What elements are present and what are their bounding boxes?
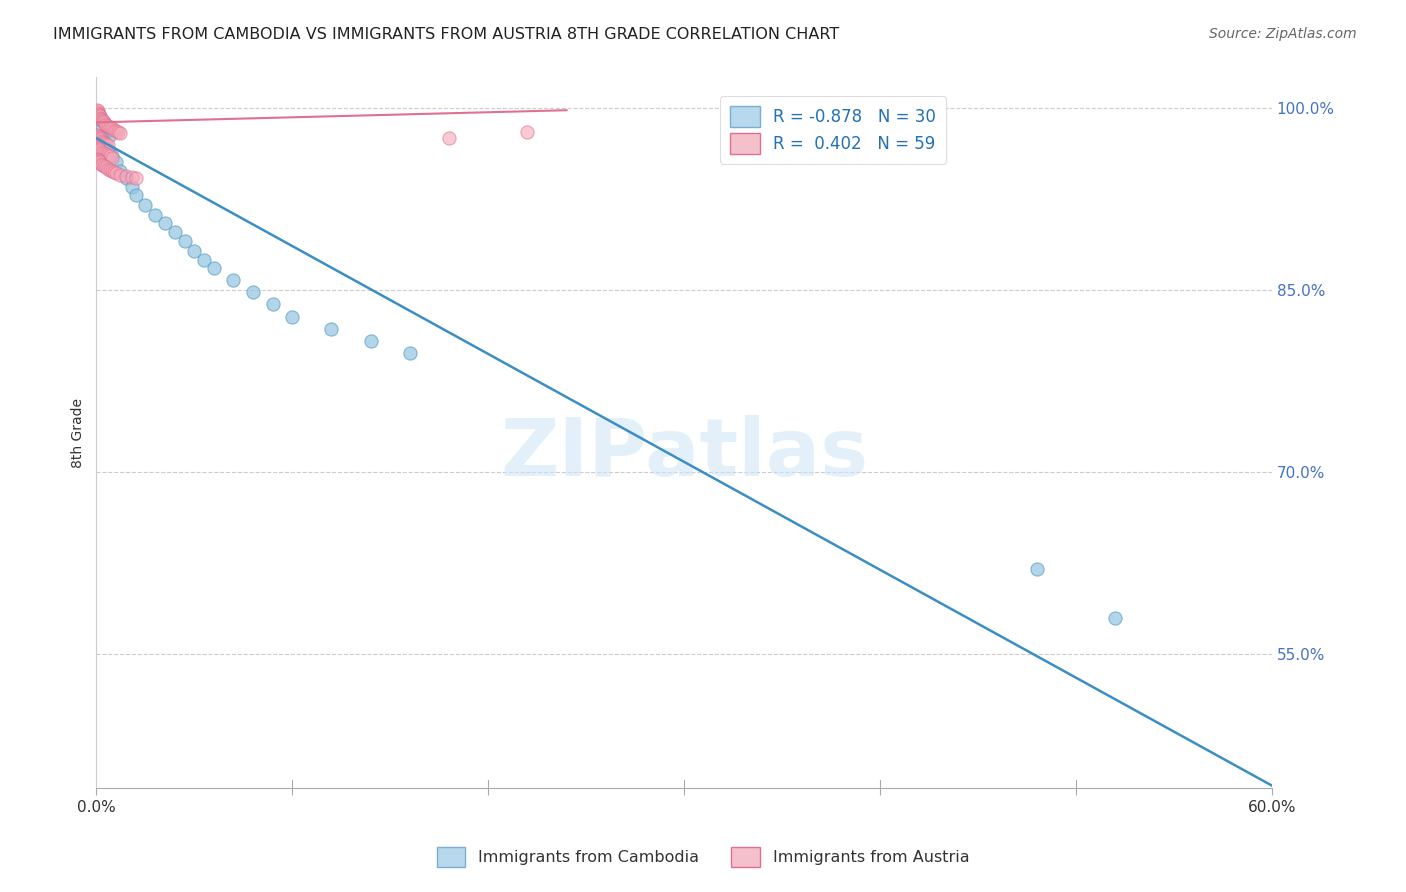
Point bbox=[163, 225, 186, 239]
Point bbox=[90, 156, 112, 170]
Point bbox=[87, 142, 110, 156]
Point bbox=[91, 135, 114, 149]
Point bbox=[98, 120, 121, 135]
Point bbox=[94, 117, 117, 131]
Legend: R = -0.878   N = 30, R =  0.402   N = 59: R = -0.878 N = 30, R = 0.402 N = 59 bbox=[720, 96, 946, 164]
Point bbox=[91, 158, 114, 172]
Point bbox=[98, 149, 121, 163]
Point bbox=[87, 128, 110, 143]
Point bbox=[121, 179, 143, 194]
Point bbox=[90, 132, 112, 146]
Point bbox=[101, 164, 124, 178]
Point bbox=[104, 166, 127, 180]
Point bbox=[437, 131, 460, 145]
Point bbox=[93, 136, 115, 150]
Point bbox=[108, 164, 131, 178]
Point bbox=[86, 128, 108, 142]
Point bbox=[87, 105, 110, 120]
Point bbox=[134, 198, 156, 212]
Point bbox=[90, 112, 112, 126]
Point bbox=[173, 235, 195, 249]
Legend: Immigrants from Cambodia, Immigrants from Austria: Immigrants from Cambodia, Immigrants fro… bbox=[430, 841, 976, 873]
Point bbox=[87, 154, 110, 169]
Point bbox=[101, 121, 124, 136]
Point bbox=[94, 125, 117, 139]
Point bbox=[93, 115, 115, 129]
Point bbox=[87, 107, 110, 121]
Point bbox=[86, 103, 108, 118]
Point bbox=[91, 134, 114, 148]
Point bbox=[93, 145, 115, 160]
Point bbox=[321, 322, 343, 336]
Point bbox=[93, 159, 115, 173]
Point bbox=[398, 346, 420, 360]
Point bbox=[87, 139, 110, 153]
Point bbox=[87, 141, 110, 155]
Point bbox=[193, 252, 215, 267]
Point bbox=[89, 143, 111, 157]
Point bbox=[86, 152, 108, 166]
Point bbox=[97, 143, 120, 157]
Point bbox=[104, 124, 127, 138]
Point bbox=[124, 171, 146, 186]
Point bbox=[114, 171, 136, 186]
Point bbox=[108, 126, 131, 140]
Point bbox=[183, 244, 205, 258]
Point bbox=[104, 155, 127, 169]
Point bbox=[89, 111, 111, 125]
Text: ZIPatlas: ZIPatlas bbox=[501, 415, 869, 493]
Point bbox=[121, 169, 143, 184]
Point bbox=[101, 151, 124, 165]
Point bbox=[94, 161, 117, 175]
Point bbox=[98, 128, 121, 142]
Point bbox=[87, 153, 110, 167]
Point bbox=[516, 125, 538, 139]
Point bbox=[281, 310, 304, 324]
Point bbox=[93, 137, 115, 152]
Point bbox=[153, 216, 176, 230]
Point bbox=[101, 149, 124, 163]
Point bbox=[98, 162, 121, 177]
Point bbox=[242, 285, 264, 300]
Y-axis label: 8th Grade: 8th Grade bbox=[72, 398, 86, 467]
Point bbox=[114, 169, 136, 183]
Point bbox=[97, 161, 120, 176]
Point bbox=[103, 122, 125, 136]
Point bbox=[97, 148, 120, 162]
Point bbox=[222, 273, 245, 287]
Point bbox=[94, 118, 117, 132]
Point bbox=[91, 145, 114, 159]
Point bbox=[107, 125, 129, 139]
Point bbox=[89, 112, 111, 127]
Point bbox=[1104, 611, 1126, 625]
Point bbox=[94, 137, 117, 152]
Point bbox=[89, 108, 111, 122]
Point bbox=[108, 168, 131, 182]
Point bbox=[143, 208, 166, 222]
Point bbox=[97, 138, 120, 153]
Point bbox=[97, 119, 120, 133]
Text: Source: ZipAtlas.com: Source: ZipAtlas.com bbox=[1209, 27, 1357, 41]
Point bbox=[91, 112, 114, 127]
Point bbox=[91, 131, 114, 145]
Point bbox=[262, 297, 284, 311]
Point bbox=[91, 119, 114, 133]
Point bbox=[89, 109, 111, 123]
Point bbox=[103, 165, 125, 179]
Point bbox=[94, 147, 117, 161]
Point bbox=[91, 114, 114, 128]
Point bbox=[89, 130, 111, 145]
Point bbox=[89, 155, 111, 169]
Point bbox=[87, 104, 110, 119]
Point bbox=[89, 131, 111, 145]
Text: IMMIGRANTS FROM CAMBODIA VS IMMIGRANTS FROM AUSTRIA 8TH GRADE CORRELATION CHART: IMMIGRANTS FROM CAMBODIA VS IMMIGRANTS F… bbox=[53, 27, 839, 42]
Point bbox=[202, 261, 225, 276]
Point bbox=[124, 188, 146, 202]
Point bbox=[360, 334, 382, 348]
Point bbox=[1025, 562, 1047, 576]
